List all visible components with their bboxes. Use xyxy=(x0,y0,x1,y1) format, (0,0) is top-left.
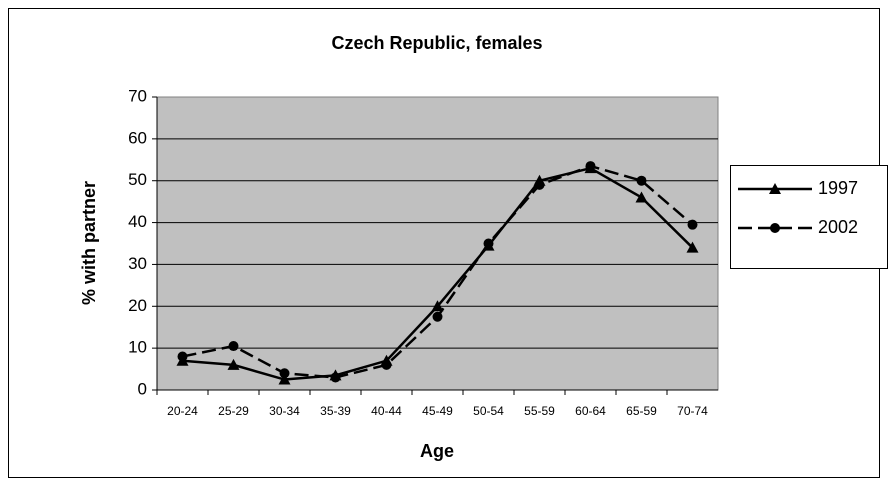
marker xyxy=(636,175,647,186)
plot-area xyxy=(156,96,719,391)
x-tick-label: 50-54 xyxy=(473,404,504,418)
x-tick-label: 35-39 xyxy=(320,404,351,418)
y-tick-label: 10 xyxy=(128,338,147,357)
chart-title: Czech Republic, females xyxy=(331,33,542,53)
marker xyxy=(635,191,648,203)
x-tick-label: 55-59 xyxy=(524,404,555,418)
y-tick-label: 50 xyxy=(128,170,147,189)
legend xyxy=(730,165,888,269)
marker xyxy=(585,161,596,172)
x-tick-label: 70-74 xyxy=(677,404,708,418)
x-tick-label: 60-64 xyxy=(575,404,606,418)
marker xyxy=(432,311,443,322)
y-tick-label: 70 xyxy=(128,86,147,105)
marker xyxy=(330,372,341,383)
legend-label: 1997 xyxy=(818,178,858,198)
y-tick-label: 40 xyxy=(128,212,147,231)
y-tick-label: 30 xyxy=(128,254,147,273)
marker xyxy=(278,373,291,385)
marker xyxy=(769,183,781,194)
marker xyxy=(483,238,494,249)
marker xyxy=(686,241,699,253)
x-tick-label: 40-44 xyxy=(371,404,402,418)
marker xyxy=(534,179,545,190)
marker xyxy=(279,368,290,379)
x-tick-label: 30-34 xyxy=(269,404,300,418)
x-axis-title: Age xyxy=(420,441,454,461)
y-axis-title: % with partner xyxy=(79,181,99,305)
y-tick-label: 20 xyxy=(128,296,147,315)
x-tick-label: 45-49 xyxy=(422,404,453,418)
x-tick-label: 25-29 xyxy=(218,404,249,418)
y-tick-label: 60 xyxy=(128,128,147,147)
legend-label: 2002 xyxy=(818,217,858,237)
x-tick-label: 20-24 xyxy=(167,404,198,418)
marker xyxy=(177,351,188,362)
marker xyxy=(431,300,444,312)
marker xyxy=(381,359,392,370)
marker xyxy=(687,219,698,230)
x-tick-label: 65-59 xyxy=(626,404,657,418)
marker xyxy=(227,358,240,370)
marker xyxy=(228,341,239,352)
y-tick-label: 0 xyxy=(138,379,147,398)
marker xyxy=(770,223,780,233)
